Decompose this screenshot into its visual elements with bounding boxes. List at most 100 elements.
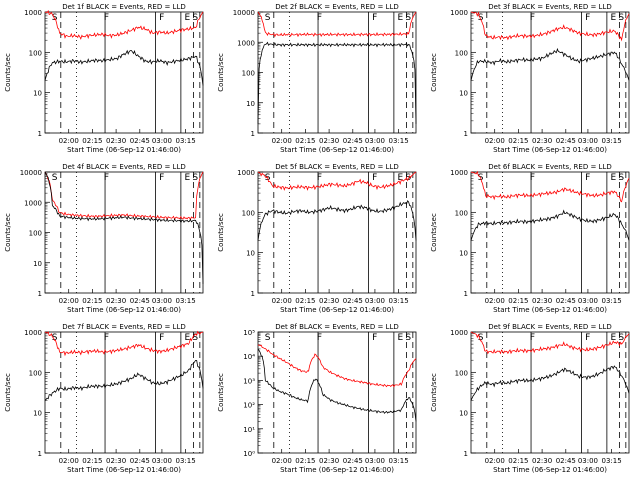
y-tick-label: 100 xyxy=(242,209,255,217)
y-tick-label: 1 xyxy=(464,290,468,298)
event-marker-label: S xyxy=(618,173,624,183)
x-tick-label: 02:30 xyxy=(106,137,126,145)
lld-series-line xyxy=(44,171,204,221)
x-tick-label: 03:15 xyxy=(602,137,622,145)
event-marker-label: F xyxy=(530,333,535,343)
plot-frame xyxy=(257,171,417,294)
chart-title: Det 8f BLACK = Events, RED = LLD xyxy=(275,323,398,331)
x-tick-label: 03:00 xyxy=(152,457,172,465)
chart-panel: Det 2f BLACK = Events, RED = LLD 1 10 100 10… xyxy=(217,3,417,154)
y-tick-label: 100 xyxy=(455,49,468,57)
event-marker-label: S xyxy=(618,13,624,23)
x-axis-label: Start Time (06-Sep-12 01:46:00) xyxy=(67,466,181,474)
y-tick-label: 10 xyxy=(33,260,42,268)
x-tick-label: 02:00 xyxy=(485,457,505,465)
x-tick-label: 02:00 xyxy=(485,137,505,145)
event-marker-label: S xyxy=(405,13,411,23)
x-tick-label: 02:30 xyxy=(106,297,126,305)
event-marker-label: S xyxy=(192,13,198,23)
x-tick-label: 03:15 xyxy=(176,137,196,145)
y-tick-label: 1 xyxy=(38,290,42,298)
x-tick-label: 02:00 xyxy=(272,457,292,465)
event-marker-label: F xyxy=(530,173,535,183)
y-tick-label: 1000 xyxy=(450,329,468,337)
event-marker-label: F xyxy=(159,173,164,183)
x-tick-label: 03:15 xyxy=(389,457,409,465)
event-marker-label: F xyxy=(317,13,322,23)
x-tick-label: 02:15 xyxy=(508,137,528,145)
event-marker-label: F xyxy=(104,173,109,183)
events-series-line xyxy=(470,209,630,241)
y-tick-label: 1 xyxy=(251,130,255,138)
x-axis-label: Start Time (06-Sep-12 01:46:00) xyxy=(280,146,394,154)
chart-title: Det 2f BLACK = Events, RED = LLD xyxy=(275,3,398,11)
x-axis-label: Start Time (06-Sep-12 01:46:00) xyxy=(493,466,607,474)
events-series-line xyxy=(470,365,630,401)
x-tick-label: 02:30 xyxy=(319,137,339,145)
event-marker-label: S xyxy=(192,173,198,183)
chart-panel: Det 3f BLACK = Events, RED = LLD 1 10 100 10… xyxy=(430,3,630,154)
y-tick-label: 100 xyxy=(455,369,468,377)
y-tick-label: 10 xyxy=(246,100,255,108)
event-marker-label: S xyxy=(405,333,411,343)
x-tick-label: 03:00 xyxy=(578,457,598,465)
y-axis-label: Counts/sec xyxy=(4,53,12,92)
event-marker-label: E xyxy=(184,13,190,23)
y-tick-label: 10⁰ xyxy=(243,450,255,458)
x-tick-label: 02:15 xyxy=(82,457,102,465)
event-marker-label: F xyxy=(159,13,164,23)
x-axis-label: Start Time (06-Sep-12 01:46:00) xyxy=(280,306,394,314)
event-marker-label: S xyxy=(618,333,624,343)
chart-panel: Det 1f BLACK = Events, RED = LLD 1 10 100 10… xyxy=(4,3,204,154)
y-tick-label: 10⁴ xyxy=(243,353,255,361)
y-axis-label: Counts/sec xyxy=(4,213,12,252)
event-marker-label: F xyxy=(372,13,377,23)
event-marker-label: S xyxy=(192,333,198,343)
events-series-line xyxy=(44,359,204,401)
x-tick-label: 03:00 xyxy=(578,137,598,145)
y-tick-label: 1 xyxy=(38,130,42,138)
x-tick-label: 02:00 xyxy=(59,137,79,145)
x-tick-label: 02:00 xyxy=(485,297,505,305)
y-tick-label: 1000 xyxy=(450,9,468,17)
event-marker-label: E xyxy=(610,13,616,23)
event-marker-label: F xyxy=(372,333,377,343)
y-tick-label: 100 xyxy=(29,369,42,377)
x-tick-label: 02:45 xyxy=(343,457,363,465)
y-tick-label: 100 xyxy=(29,230,42,238)
plot-frame xyxy=(44,11,204,134)
event-marker-label: F xyxy=(585,173,590,183)
x-tick-label: 02:30 xyxy=(532,137,552,145)
x-tick-label: 03:00 xyxy=(152,137,172,145)
y-tick-label: 100 xyxy=(29,49,42,57)
y-tick-label: 1000 xyxy=(24,199,42,207)
x-tick-label: 02:45 xyxy=(130,137,150,145)
lld-series-line xyxy=(257,171,417,191)
chart-panel: Det 7f BLACK = Events, RED = LLD 1 10 100 10… xyxy=(4,323,204,474)
event-marker-label: F xyxy=(317,173,322,183)
y-axis-label: Counts/sec xyxy=(4,373,12,412)
event-marker-label: F xyxy=(317,333,322,343)
events-series-line xyxy=(257,348,417,422)
chart-panel: Det 4f BLACK = Events, RED = LLD 1 10 100 10… xyxy=(4,163,204,314)
plot-frame xyxy=(257,331,417,454)
y-tick-label: 100 xyxy=(242,70,255,78)
x-axis-label: Start Time (06-Sep-12 01:46:00) xyxy=(493,306,607,314)
plot-frame xyxy=(257,11,417,134)
chart-title: Det 1f BLACK = Events, RED = LLD xyxy=(62,3,185,11)
x-axis-label: Start Time (06-Sep-12 01:46:00) xyxy=(493,146,607,154)
x-tick-label: 02:30 xyxy=(319,457,339,465)
x-tick-label: 02:45 xyxy=(343,297,363,305)
x-axis-label: Start Time (06-Sep-12 01:46:00) xyxy=(280,466,394,474)
events-series-line xyxy=(44,171,204,284)
event-marker-label: S xyxy=(52,173,58,183)
lld-series-line xyxy=(470,331,630,355)
y-tick-label: 10 xyxy=(33,410,42,418)
x-tick-label: 03:00 xyxy=(152,297,172,305)
y-axis-label: Counts/sec xyxy=(217,53,225,92)
y-tick-label: 1000 xyxy=(24,329,42,337)
event-marker-label: F xyxy=(159,333,164,343)
chart-panel: Det 5f BLACK = Events, RED = LLD 1 10 100 10… xyxy=(217,163,417,314)
x-tick-label: 02:15 xyxy=(295,457,315,465)
y-tick-label: 10³ xyxy=(243,377,255,385)
